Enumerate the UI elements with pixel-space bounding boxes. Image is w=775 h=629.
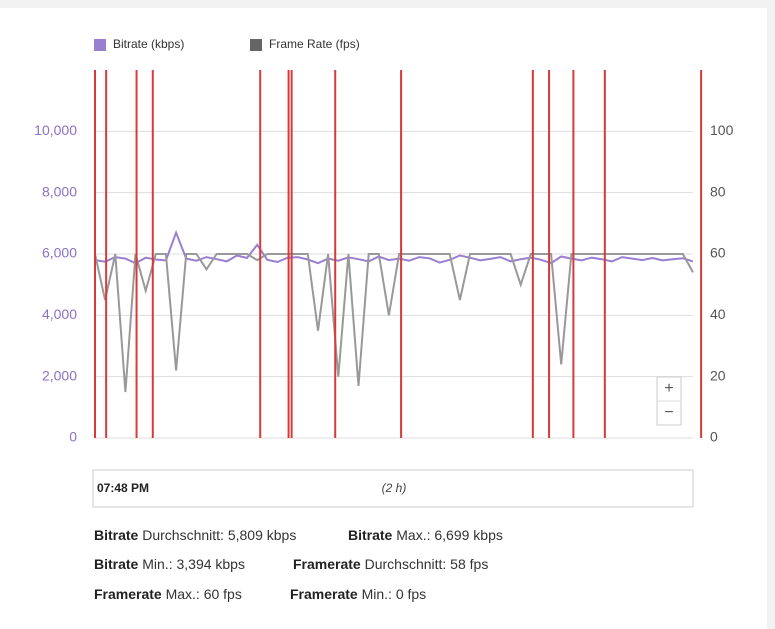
panel: 07:48 PM (2 h) 0 2,000 4,000 6,000 8,000 10,0…	[0, 8, 767, 629]
stat-label: Framerate	[94, 586, 162, 602]
stat-value: Max.: 6,699 kbps	[392, 527, 503, 543]
stat-label: Bitrate	[94, 556, 139, 572]
timeline-span: (2 h)	[382, 481, 407, 495]
stat-label: Bitrate	[94, 527, 139, 543]
series-line	[94, 229, 694, 265]
timeline-box	[92, 469, 694, 508]
y2-tick-label: 40	[710, 306, 726, 322]
timeline-start: 07:48 PM	[97, 481, 149, 495]
stat-label: Framerate	[293, 556, 361, 572]
stat: Framerate Durchschnitt: 58 fps	[293, 556, 488, 572]
y2-tick-label: 60	[710, 245, 726, 261]
stat-label: Bitrate	[348, 527, 393, 543]
stat-value: Durchschnitt: 58 fps	[360, 556, 489, 572]
y-tick-label: 4,000	[42, 306, 77, 322]
stat: Bitrate Max.: 6,699 kbps	[348, 527, 503, 543]
zoom-out[interactable]: −	[664, 404, 673, 421]
stat-value: Min.: 0 fps	[357, 586, 427, 602]
y2-tick-label: 80	[710, 183, 726, 199]
zoom-in[interactable]: +	[664, 380, 673, 397]
stat: Framerate Min.: 0 fps	[290, 586, 426, 602]
y-tick-label: 8,000	[42, 183, 77, 199]
stat: Bitrate Min.: 3,394 kbps	[94, 556, 245, 572]
series-line	[94, 253, 694, 393]
stat-label: Framerate	[290, 586, 358, 602]
y2-tick-label: 0	[710, 429, 718, 445]
legend-label: Frame Rate (fps)	[269, 37, 360, 51]
chart: 07:48 PM (2 h) 0 2,000 4,000 6,000 8,000 10,0…	[34, 37, 734, 508]
stat: Framerate Max.: 60 fps	[94, 586, 242, 602]
y2-tick-label: 20	[710, 367, 726, 383]
legend-swatch	[250, 39, 262, 51]
y-tick-label: 6,000	[42, 245, 77, 261]
stat-value: Durchschnitt: 5,809 kbps	[138, 527, 297, 543]
y-tick-label: 0	[69, 429, 77, 445]
y-tick-label: 10,000	[34, 122, 77, 138]
stat: Bitrate Durchschnitt: 5,809 kbps	[94, 527, 296, 543]
stat-value: Min.: 3,394 kbps	[138, 556, 245, 572]
legend-label: Bitrate (kbps)	[113, 37, 184, 51]
y2-tick-label: 100	[710, 122, 734, 138]
legend-swatch	[94, 39, 106, 51]
stat-value: Max.: 60 fps	[161, 586, 242, 602]
y-tick-label: 2,000	[42, 367, 77, 383]
